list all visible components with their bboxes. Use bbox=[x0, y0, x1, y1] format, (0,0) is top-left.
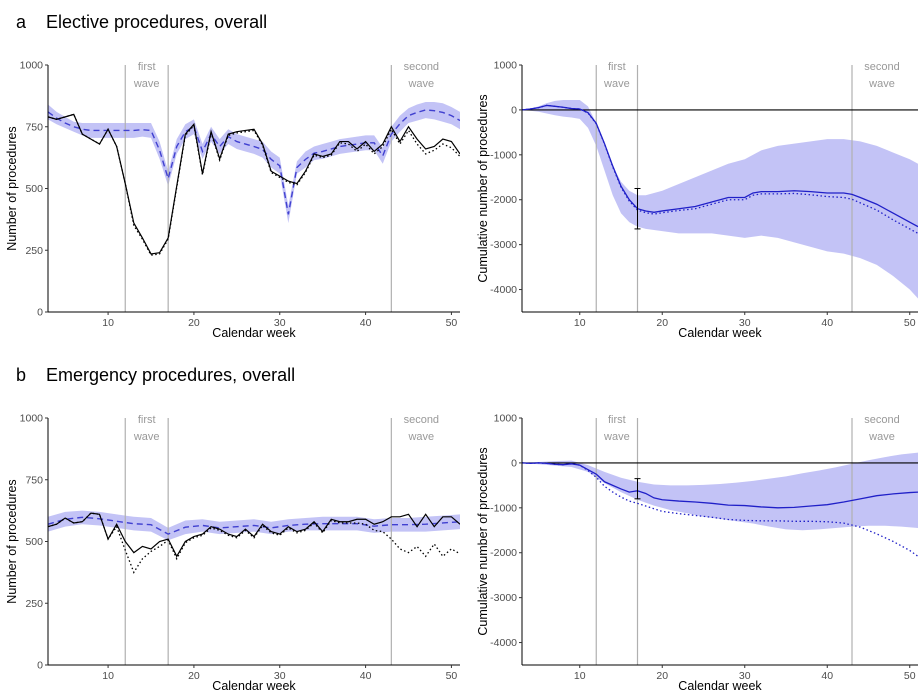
y-tick-label: 750 bbox=[25, 474, 43, 486]
wave-label: second bbox=[404, 414, 439, 426]
x-tick-label: 30 bbox=[739, 670, 751, 682]
plot-area bbox=[48, 65, 460, 312]
series-observed-dotted bbox=[48, 512, 460, 574]
y-tick-label: -3000 bbox=[490, 239, 517, 251]
y-tick-label: 0 bbox=[511, 104, 517, 116]
series-observed-solid bbox=[48, 512, 460, 558]
wave-label: wave bbox=[603, 78, 630, 90]
section-a-text: Elective procedures, overall bbox=[46, 12, 268, 32]
wave-label: wave bbox=[133, 431, 160, 443]
y-axis-title: Cumulative number of procedures bbox=[476, 94, 490, 282]
x-tick-label: 30 bbox=[274, 317, 286, 329]
section-a-title: a Elective procedures, overall bbox=[16, 12, 267, 33]
chart-a-right: first wave second wave 1000 0 -1000 -2000 -3000 -… bbox=[476, 60, 918, 340]
wave-label: first bbox=[138, 414, 156, 426]
section-b-text: Emergency procedures, overall bbox=[46, 365, 296, 385]
y-tick-label: -2000 bbox=[490, 547, 517, 559]
y-tick-label: 0 bbox=[37, 660, 43, 672]
wave-label: second bbox=[404, 61, 439, 73]
wave-label: second bbox=[864, 61, 899, 73]
plot-area bbox=[48, 418, 460, 665]
x-tick-label: 50 bbox=[904, 317, 916, 329]
y-tick-label: -2000 bbox=[490, 194, 517, 206]
wave-label: first bbox=[138, 61, 156, 73]
x-tick-label: 40 bbox=[821, 670, 833, 682]
y-tick-label: 1000 bbox=[20, 413, 44, 425]
y-tick-label: 0 bbox=[37, 307, 43, 319]
series-predicted-dashed bbox=[48, 109, 460, 215]
y-tick-label: 750 bbox=[25, 121, 43, 133]
wave-label: first bbox=[608, 61, 626, 73]
y-axis-title: Cumulative number of procedures bbox=[476, 447, 490, 635]
wave-label: wave bbox=[407, 78, 434, 90]
x-axis-title: Calendar week bbox=[678, 679, 762, 693]
y-axis-title: Number of procedures bbox=[5, 479, 19, 603]
section-b-title: b Emergency procedures, overall bbox=[16, 365, 295, 386]
wave-label: wave bbox=[407, 431, 434, 443]
x-tick-label: 10 bbox=[102, 317, 114, 329]
x-tick-label: 10 bbox=[574, 317, 586, 329]
y-tick-label: 500 bbox=[25, 183, 43, 195]
wave-label: wave bbox=[868, 78, 895, 90]
y-tick-label: -4000 bbox=[490, 284, 517, 296]
x-tick-label: 30 bbox=[739, 317, 751, 329]
y-tick-label: 250 bbox=[25, 245, 43, 257]
x-tick-label: 50 bbox=[904, 670, 916, 682]
wave-label: first bbox=[608, 414, 626, 426]
y-tick-label: -1000 bbox=[490, 149, 517, 161]
y-tick-label: 250 bbox=[25, 598, 43, 610]
y-tick-label: -3000 bbox=[490, 592, 517, 604]
section-b-letter: b bbox=[16, 365, 27, 385]
series-cumulative-dotted bbox=[522, 462, 918, 557]
confidence-band bbox=[522, 452, 918, 531]
y-tick-label: 1000 bbox=[494, 60, 518, 72]
wave-label: second bbox=[864, 414, 899, 426]
plot-area bbox=[522, 65, 918, 312]
chart-b-left: first wave second wave 0 250 500 750 1000 10 20 30 4… bbox=[5, 413, 460, 693]
x-tick-label: 20 bbox=[188, 670, 200, 682]
x-tick-label: 40 bbox=[360, 317, 372, 329]
plot-area bbox=[522, 418, 918, 665]
x-tick-label: 20 bbox=[656, 670, 668, 682]
series-observed-dotted bbox=[48, 113, 460, 256]
x-tick-label: 50 bbox=[446, 670, 458, 682]
section-a-letter: a bbox=[16, 12, 27, 32]
y-axis-title: Number of procedures bbox=[5, 126, 19, 250]
series-cumulative-dotted bbox=[522, 104, 918, 234]
x-tick-label: 50 bbox=[446, 317, 458, 329]
y-tick-label: 1000 bbox=[20, 60, 44, 72]
x-axis-title: Calendar week bbox=[678, 326, 762, 340]
x-tick-label: 40 bbox=[360, 670, 372, 682]
x-tick-label: 40 bbox=[821, 317, 833, 329]
x-tick-label: 30 bbox=[274, 670, 286, 682]
series-predicted-dashed bbox=[48, 516, 460, 535]
confidence-band bbox=[48, 102, 460, 224]
y-tick-label: -4000 bbox=[490, 637, 517, 649]
wave-label: wave bbox=[603, 431, 630, 443]
y-tick-label: -1000 bbox=[490, 502, 517, 514]
x-tick-label: 10 bbox=[102, 670, 114, 682]
x-tick-label: 10 bbox=[574, 670, 586, 682]
y-tick-label: 0 bbox=[511, 457, 517, 469]
x-axis-title: Calendar week bbox=[212, 326, 296, 340]
chart-b-right: first wave second wave 1000 0 -1000 -2000 -3000 -… bbox=[476, 413, 918, 693]
chart-a-left: first wave second wave 0 250 500 750 1000 10 20 30 4… bbox=[5, 60, 460, 340]
x-axis-title: Calendar week bbox=[212, 679, 296, 693]
wave-label: wave bbox=[133, 78, 160, 90]
y-tick-label: 500 bbox=[25, 536, 43, 548]
wave-label: wave bbox=[868, 431, 895, 443]
x-tick-label: 20 bbox=[188, 317, 200, 329]
y-tick-label: 1000 bbox=[494, 413, 518, 425]
x-tick-label: 20 bbox=[656, 317, 668, 329]
